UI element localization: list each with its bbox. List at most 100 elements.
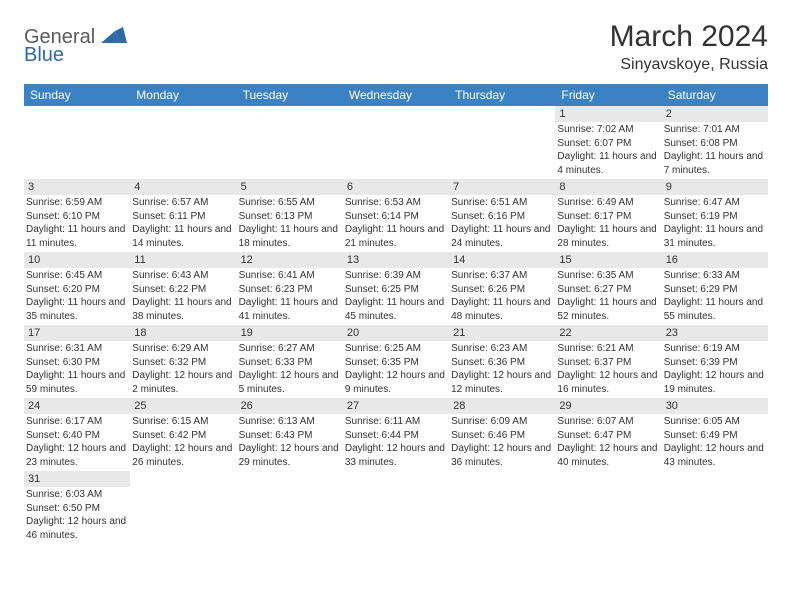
dow-monday: Monday [130, 84, 236, 106]
location-label: Sinyavskoye, Russia [610, 56, 768, 74]
day-detail-cell: Sunrise: 6:33 AMSunset: 6:29 PMDaylight:… [662, 268, 768, 325]
detail-row: Sunrise: 6:59 AMSunset: 6:10 PMDaylight:… [24, 195, 768, 252]
day-detail-cell: Sunrise: 6:09 AMSunset: 6:46 PMDaylight:… [449, 414, 555, 471]
day-detail-cell: Sunrise: 6:05 AMSunset: 6:49 PMDaylight:… [662, 414, 768, 471]
day-number-cell: 9 [662, 179, 768, 195]
day-number-cell: 10 [24, 252, 130, 268]
day-number-cell [130, 471, 236, 487]
day-number-cell [343, 471, 449, 487]
day-detail-cell: Sunrise: 6:31 AMSunset: 6:30 PMDaylight:… [24, 341, 130, 398]
day-detail-cell: Sunrise: 6:27 AMSunset: 6:33 PMDaylight:… [237, 341, 343, 398]
day-detail-cell [449, 487, 555, 544]
day-detail-cell: Sunrise: 6:29 AMSunset: 6:32 PMDaylight:… [130, 341, 236, 398]
day-detail-cell: Sunrise: 6:25 AMSunset: 6:35 PMDaylight:… [343, 341, 449, 398]
dow-row: Sunday Monday Tuesday Wednesday Thursday… [24, 84, 768, 106]
day-number-cell: 15 [555, 252, 661, 268]
daynum-row: 31 [24, 471, 768, 487]
title-block: March 2024 Sinyavskoye, Russia [610, 20, 768, 74]
page-title: March 2024 [610, 20, 768, 54]
day-number-cell: 14 [449, 252, 555, 268]
detail-row: Sunrise: 6:45 AMSunset: 6:20 PMDaylight:… [24, 268, 768, 325]
day-detail-cell [24, 122, 130, 179]
day-number-cell: 24 [24, 398, 130, 414]
daynum-row: 12 [24, 106, 768, 122]
day-number-cell: 30 [662, 398, 768, 414]
dow-thursday: Thursday [449, 84, 555, 106]
day-number-cell: 19 [237, 325, 343, 341]
day-detail-cell: Sunrise: 7:01 AMSunset: 6:08 PMDaylight:… [662, 122, 768, 179]
day-number-cell: 4 [130, 179, 236, 195]
day-detail-cell [449, 122, 555, 179]
day-detail-cell [343, 122, 449, 179]
dow-sunday: Sunday [24, 84, 130, 106]
day-number-cell: 3 [24, 179, 130, 195]
day-detail-cell: Sunrise: 6:37 AMSunset: 6:26 PMDaylight:… [449, 268, 555, 325]
day-detail-cell: Sunrise: 6:49 AMSunset: 6:17 PMDaylight:… [555, 195, 661, 252]
day-number-cell: 6 [343, 179, 449, 195]
day-number-cell: 16 [662, 252, 768, 268]
day-detail-cell [130, 487, 236, 544]
day-detail-cell: Sunrise: 6:19 AMSunset: 6:39 PMDaylight:… [662, 341, 768, 398]
day-number-cell: 20 [343, 325, 449, 341]
header: General March 2024 Sinyavskoye, Russia [24, 20, 768, 74]
day-number-cell [662, 471, 768, 487]
day-number-cell: 26 [237, 398, 343, 414]
day-detail-cell: Sunrise: 6:07 AMSunset: 6:47 PMDaylight:… [555, 414, 661, 471]
day-detail-cell: Sunrise: 6:39 AMSunset: 6:25 PMDaylight:… [343, 268, 449, 325]
day-detail-cell: Sunrise: 7:02 AMSunset: 6:07 PMDaylight:… [555, 122, 661, 179]
day-number-cell: 29 [555, 398, 661, 414]
day-number-cell: 18 [130, 325, 236, 341]
day-number-cell: 1 [555, 106, 661, 122]
day-detail-cell: Sunrise: 6:53 AMSunset: 6:14 PMDaylight:… [343, 195, 449, 252]
detail-row: Sunrise: 7:02 AMSunset: 6:07 PMDaylight:… [24, 122, 768, 179]
day-number-cell: 11 [130, 252, 236, 268]
day-detail-cell: Sunrise: 6:11 AMSunset: 6:44 PMDaylight:… [343, 414, 449, 471]
day-number-cell: 28 [449, 398, 555, 414]
day-detail-cell [237, 487, 343, 544]
day-detail-cell: Sunrise: 6:13 AMSunset: 6:43 PMDaylight:… [237, 414, 343, 471]
day-number-cell: 7 [449, 179, 555, 195]
day-detail-cell: Sunrise: 6:55 AMSunset: 6:13 PMDaylight:… [237, 195, 343, 252]
day-number-cell: 25 [130, 398, 236, 414]
day-detail-cell [237, 122, 343, 179]
day-detail-cell: Sunrise: 6:47 AMSunset: 6:19 PMDaylight:… [662, 195, 768, 252]
day-detail-cell: Sunrise: 6:03 AMSunset: 6:50 PMDaylight:… [24, 487, 130, 544]
day-number-cell [343, 106, 449, 122]
daynum-row: 3456789 [24, 179, 768, 195]
day-number-cell: 12 [237, 252, 343, 268]
day-detail-cell [130, 122, 236, 179]
day-detail-cell: Sunrise: 6:21 AMSunset: 6:37 PMDaylight:… [555, 341, 661, 398]
daynum-row: 10111213141516 [24, 252, 768, 268]
dow-tuesday: Tuesday [237, 84, 343, 106]
day-number-cell: 31 [24, 471, 130, 487]
day-detail-cell [555, 487, 661, 544]
dow-saturday: Saturday [662, 84, 768, 106]
day-detail-cell: Sunrise: 6:45 AMSunset: 6:20 PMDaylight:… [24, 268, 130, 325]
calendar-table: Sunday Monday Tuesday Wednesday Thursday… [24, 84, 768, 544]
day-number-cell: 17 [24, 325, 130, 341]
day-number-cell: 5 [237, 179, 343, 195]
day-detail-cell: Sunrise: 6:41 AMSunset: 6:23 PMDaylight:… [237, 268, 343, 325]
logo-text-blue: Blue [24, 44, 64, 67]
detail-row: Sunrise: 6:17 AMSunset: 6:40 PMDaylight:… [24, 414, 768, 471]
day-number-cell: 8 [555, 179, 661, 195]
dow-wednesday: Wednesday [343, 84, 449, 106]
daynum-row: 24252627282930 [24, 398, 768, 414]
detail-row: Sunrise: 6:31 AMSunset: 6:30 PMDaylight:… [24, 341, 768, 398]
day-detail-cell: Sunrise: 6:59 AMSunset: 6:10 PMDaylight:… [24, 195, 130, 252]
day-number-cell [237, 106, 343, 122]
detail-row: Sunrise: 6:03 AMSunset: 6:50 PMDaylight:… [24, 487, 768, 544]
day-number-cell: 2 [662, 106, 768, 122]
day-number-cell [449, 106, 555, 122]
day-detail-cell [662, 487, 768, 544]
day-detail-cell: Sunrise: 6:23 AMSunset: 6:36 PMDaylight:… [449, 341, 555, 398]
logo-mark-icon [101, 27, 127, 48]
day-number-cell: 13 [343, 252, 449, 268]
day-detail-cell: Sunrise: 6:35 AMSunset: 6:27 PMDaylight:… [555, 268, 661, 325]
day-number-cell: 23 [662, 325, 768, 341]
day-detail-cell: Sunrise: 6:57 AMSunset: 6:11 PMDaylight:… [130, 195, 236, 252]
day-detail-cell: Sunrise: 6:17 AMSunset: 6:40 PMDaylight:… [24, 414, 130, 471]
day-number-cell [237, 471, 343, 487]
day-number-cell: 27 [343, 398, 449, 414]
day-number-cell [555, 471, 661, 487]
